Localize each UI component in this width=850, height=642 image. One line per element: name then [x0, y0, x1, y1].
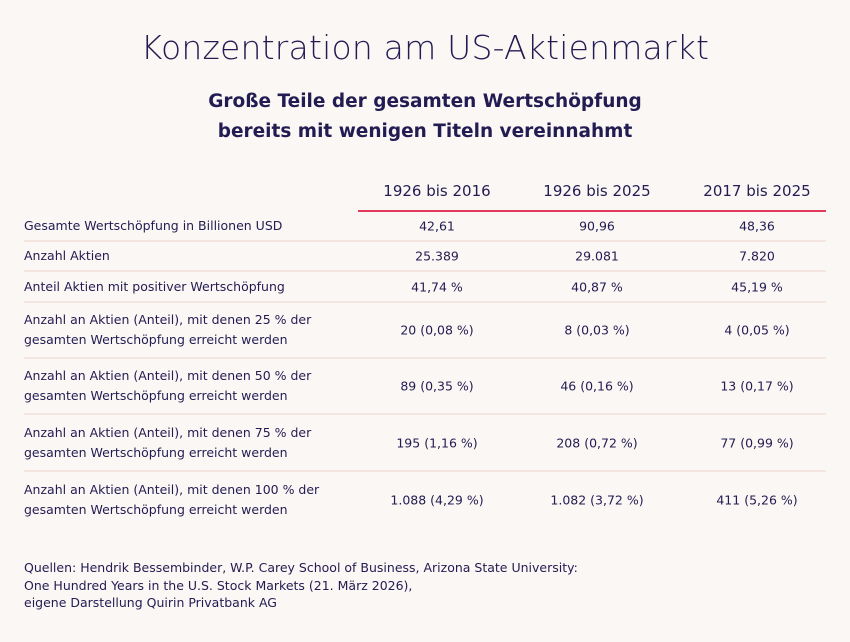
- row-label: Anzahl an Aktien (Anteil), mit denen 25 …: [24, 310, 344, 350]
- table-row: Anzahl an Aktien (Anteil), mit denen 75 …: [24, 415, 826, 472]
- cell-value: 45,19 %: [731, 279, 783, 294]
- row-label-line: Anzahl an Aktien (Anteil), mit denen 50 …: [24, 368, 312, 383]
- cell-value: 89 (0,35 %): [400, 378, 474, 394]
- subtitle: Große Teile der gesamten Wertschöpfung b…: [0, 87, 850, 147]
- row-label: Anzahl Aktien: [24, 246, 344, 266]
- cell-value: 4 (0,05 %): [724, 322, 790, 338]
- cell-value: 208 (0,72 %): [556, 435, 638, 450]
- table-row: Anzahl Aktien 25.389 29.081 7.820: [24, 242, 826, 272]
- row-label: Anteil Aktien mit positiver Wertschöpfun…: [24, 277, 344, 297]
- row-label-line: gesamten Wertschöpfung erreicht werden: [24, 332, 288, 347]
- row-label-line: Anzahl an Aktien (Anteil), mit denen 25 …: [24, 312, 312, 327]
- row-label: Anzahl an Aktien (Anteil), mit denen 50 …: [24, 366, 344, 406]
- table-row: Anzahl an Aktien (Anteil), mit denen 50 …: [24, 359, 826, 415]
- header-divider: [358, 210, 826, 212]
- cell-value: 29.081: [575, 248, 619, 264]
- row-label: Anzahl an Aktien (Anteil), mit denen 75 …: [24, 423, 344, 463]
- cell-value: 25.389: [415, 248, 459, 264]
- page-title: Konzentration am US-Aktienmarkt: [140, 28, 710, 67]
- source-line: Quellen: Hendrik Bessembinder, W.P. Care…: [24, 560, 578, 575]
- cell-value: 48,36: [739, 218, 775, 234]
- row-label-line: Anzahl Aktien: [24, 248, 110, 263]
- row-label-line: Anzahl an Aktien (Anteil), mit denen 100…: [24, 482, 320, 497]
- source-line: eigene Darstellung Quirin Privatbank AG: [24, 595, 277, 610]
- cell-value: 1.088 (4,29 %): [390, 492, 484, 508]
- row-label-line: gesamten Wertschöpfung erreicht werden: [24, 388, 288, 403]
- cell-value: 8 (0,03 %): [564, 322, 630, 338]
- cell-value: 40,87 %: [571, 279, 623, 294]
- row-label: Gesamte Wertschöpfung in Billionen USD: [24, 216, 344, 236]
- row-label-line: Gesamte Wertschöpfung in Billionen USD: [24, 218, 283, 233]
- cell-value: 90,96: [579, 218, 615, 234]
- cell-value: 411 (5,26 %): [716, 492, 798, 508]
- cell-value: 77 (0,99 %): [720, 435, 794, 450]
- cell-value: 20 (0,08 %): [400, 322, 474, 338]
- source-line: One Hundred Years in the U.S. Stock Mark…: [24, 577, 413, 593]
- cell-value: 1.082 (3,72 %): [550, 492, 644, 508]
- sources: Quellen: Hendrik Bessembinder, W.P. Care…: [24, 559, 578, 612]
- cell-value: 7.820: [739, 248, 775, 264]
- cell-value: 42,61: [419, 218, 455, 234]
- cell-value: 46 (0,16 %): [560, 378, 634, 394]
- cell-value: 41,74 %: [411, 279, 463, 294]
- row-label-line: Anzahl an Aktien (Anteil), mit denen 75 …: [24, 424, 312, 440]
- table-row: Gesamte Wertschöpfung in Billionen USD 42…: [24, 212, 826, 242]
- table-row: Anzahl an Aktien (Anteil), mit denen 25 …: [24, 303, 826, 359]
- column-header: 1926 bis 2016: [383, 182, 491, 200]
- column-header: 1926 bis 2025: [543, 182, 651, 200]
- row-label-line: Anteil Aktien mit positiver Wertschöpfun…: [24, 278, 285, 294]
- cell-value: 13 (0,17 %): [720, 378, 794, 394]
- column-header: 2017 bis 2025: [703, 182, 811, 200]
- row-label-line: gesamten Wertschöpfung erreicht werden: [24, 444, 288, 460]
- cell-value: 195 (1,16 %): [396, 435, 478, 450]
- subtitle-line: bereits mit wenigen Titeln vereinnahmt: [217, 121, 633, 142]
- table-row: Anzahl an Aktien (Anteil), mit denen 100…: [24, 472, 826, 528]
- subtitle-line: Große Teile der gesamten Wertschöpfung: [208, 91, 642, 112]
- row-label-line: gesamten Wertschöpfung erreicht werden: [24, 502, 288, 517]
- row-label: Anzahl an Aktien (Anteil), mit denen 100…: [24, 480, 344, 520]
- table-row: Anteil Aktien mit positiver Wertschöpfun…: [24, 272, 826, 303]
